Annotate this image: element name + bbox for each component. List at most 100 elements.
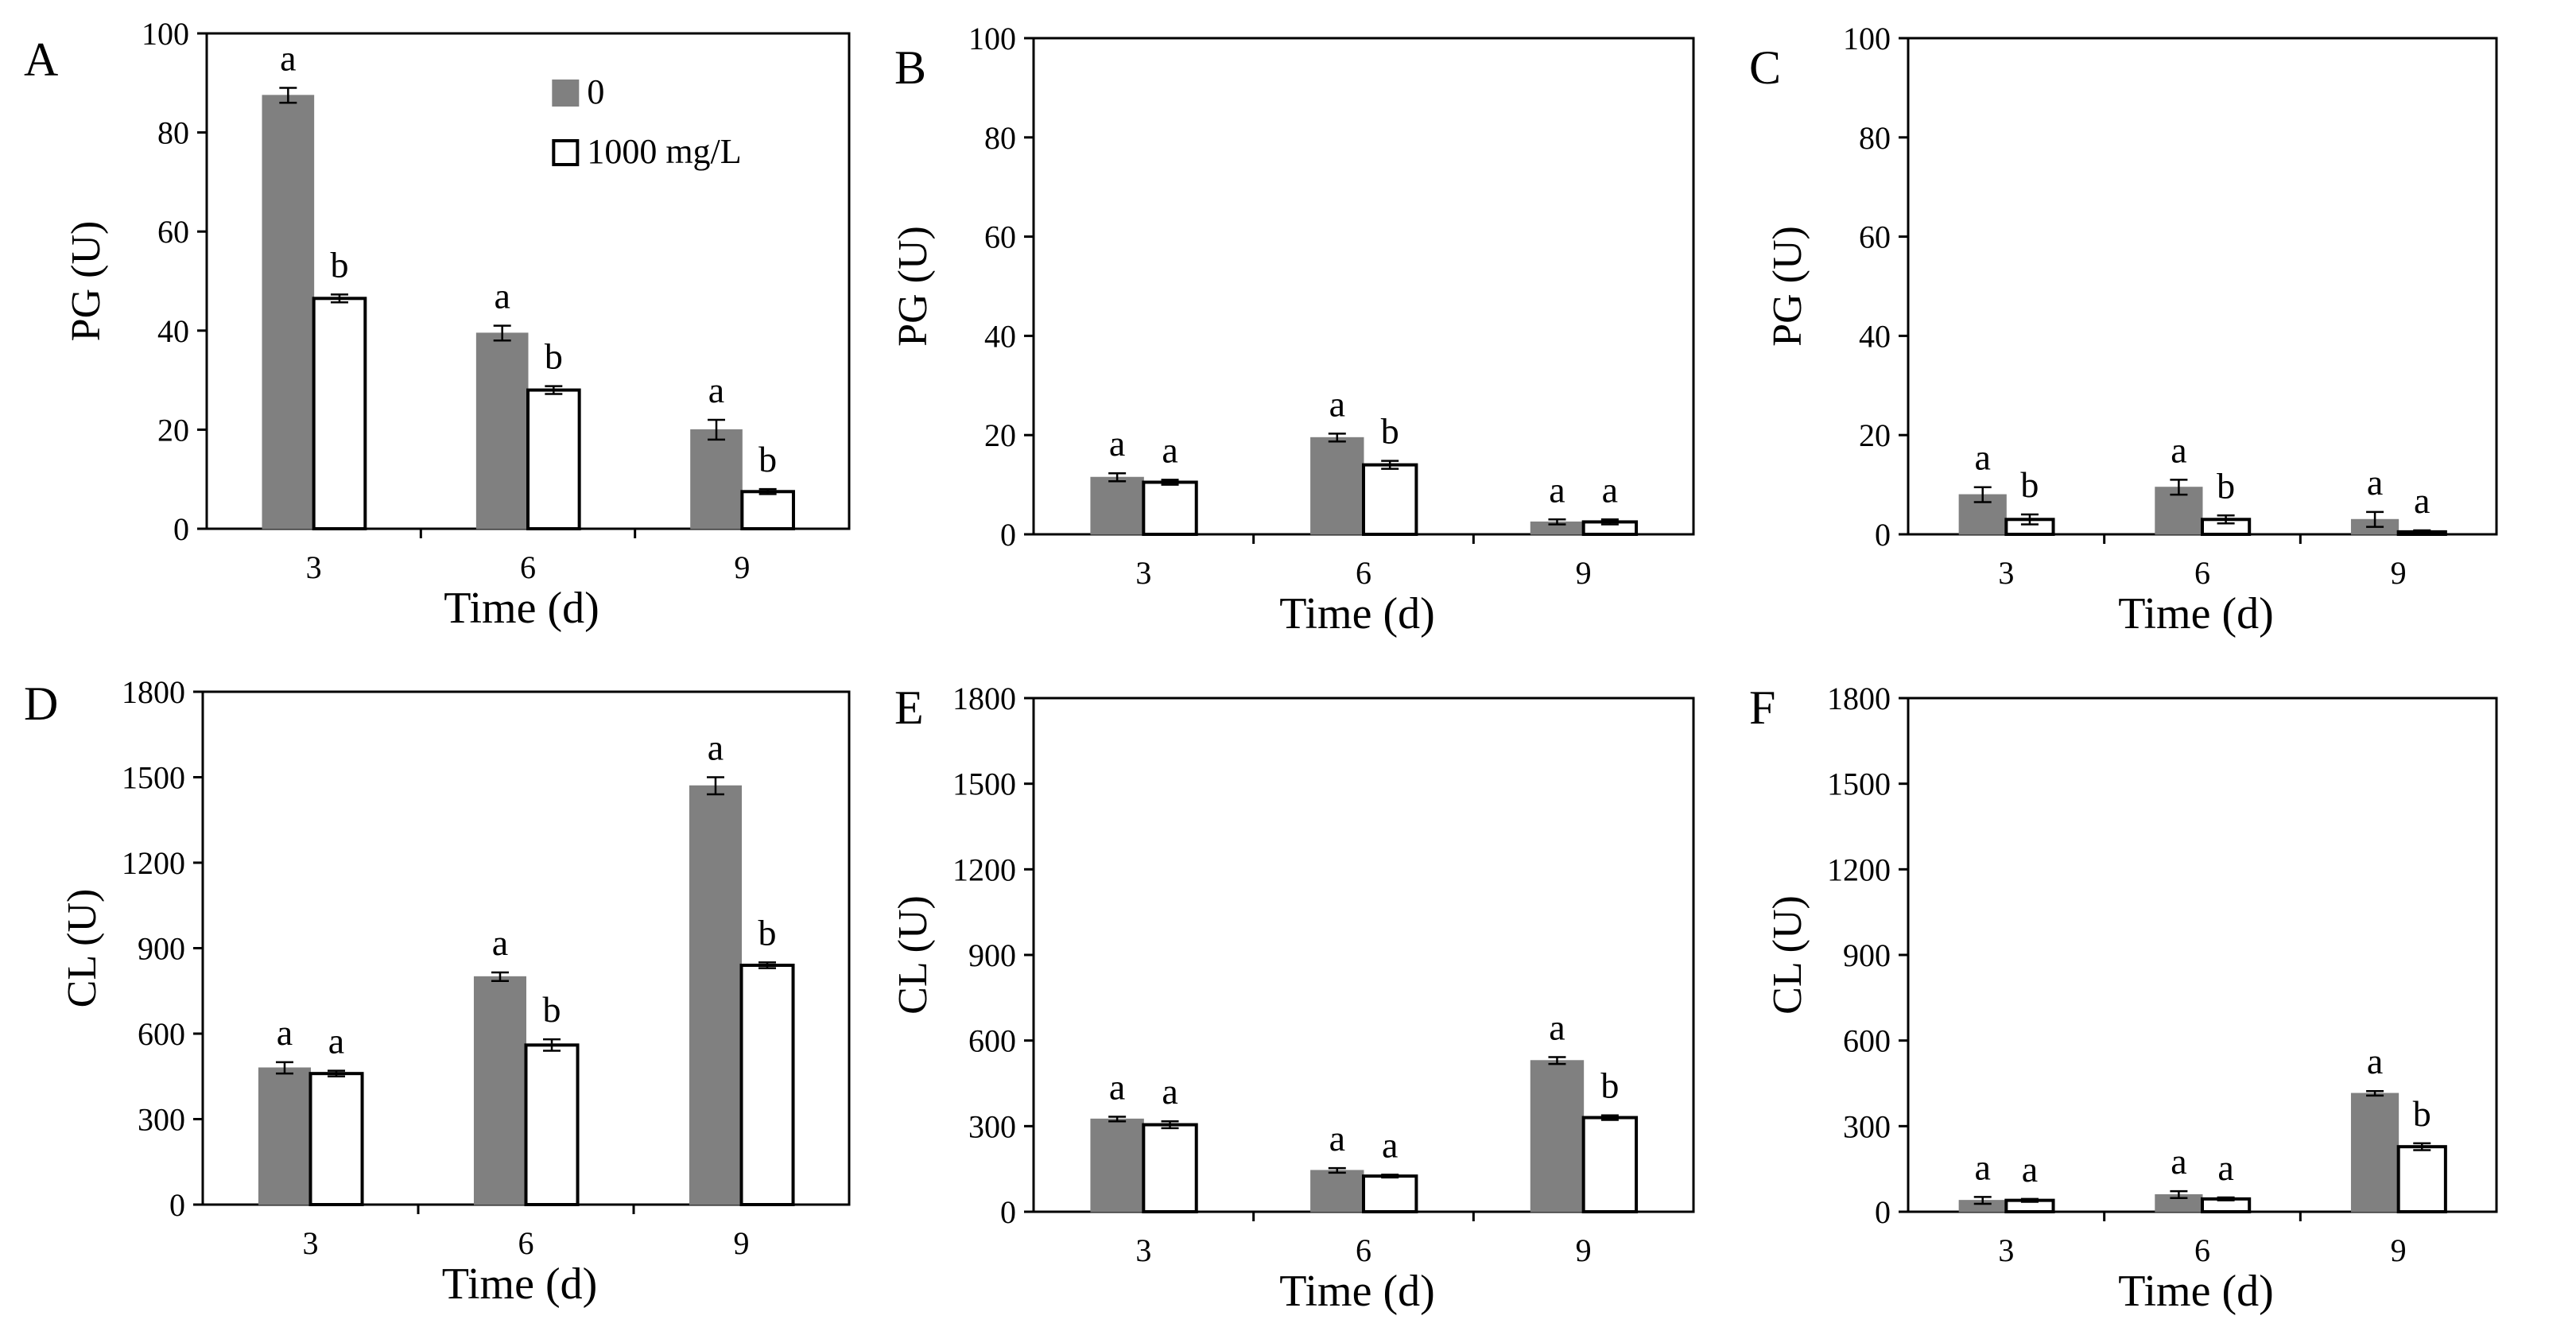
legend-label: 1000 mg/L: [587, 132, 741, 171]
x-tick-label: 9: [2391, 1232, 2407, 1268]
significance-letter: a: [1602, 469, 1618, 510]
significance-letter: a: [1975, 437, 1991, 478]
x-tick-label: 3: [1135, 1232, 1151, 1268]
significance-letter: a: [1109, 423, 1125, 464]
significance-letter: b: [758, 912, 777, 953]
y-tick-label: 80: [157, 115, 189, 151]
y-tick-label: 0: [1000, 517, 1016, 553]
legend: 0 1000 mg/L: [552, 72, 742, 171]
y-tick-label: 0: [1875, 1194, 1891, 1230]
x-tick-label: 6: [2194, 1232, 2210, 1268]
x-tick-label: 3: [306, 549, 322, 585]
bar-control: [1090, 476, 1144, 535]
y-tick-label: 40: [984, 318, 1016, 354]
x-axis-title: Time (d): [442, 1259, 598, 1309]
x-tick-label: 6: [1356, 555, 1371, 591]
panel-letter: D: [24, 677, 58, 730]
y-tick-label: 300: [1843, 1108, 1891, 1144]
bar-treated: [739, 964, 795, 1206]
y-tick-label: 1500: [952, 766, 1016, 802]
bar-control: [262, 95, 315, 530]
y-tick-label: 300: [138, 1102, 185, 1138]
y-tick-label: 1200: [952, 852, 1016, 887]
significance-letter: b: [1381, 411, 1399, 452]
significance-letter: b: [2217, 465, 2235, 506]
y-tick-label: 600: [968, 1023, 1016, 1059]
y-tick-label: 0: [1875, 517, 1891, 553]
y-tick-label: 1500: [1827, 766, 1891, 802]
x-tick-label: 6: [2194, 555, 2210, 591]
y-tick-label: 60: [1859, 219, 1891, 255]
bar-treated: [1362, 463, 1418, 537]
y-tick-label: 100: [142, 16, 189, 52]
y-tick-label: 80: [1859, 120, 1891, 156]
significance-letter: a: [1975, 1147, 1991, 1187]
y-tick-label: 0: [169, 1187, 185, 1223]
significance-letter: a: [2414, 480, 2430, 521]
significance-letter: a: [2367, 462, 2383, 503]
y-axis-title: PG (U): [890, 226, 936, 347]
x-axis-title: Time (d): [1279, 589, 1435, 638]
significance-letter: a: [2367, 1041, 2383, 1081]
bar-control: [258, 1067, 311, 1205]
y-tick-label: 900: [968, 937, 1016, 973]
x-tick-label: 9: [734, 1225, 750, 1261]
significance-letter: b: [2020, 464, 2039, 505]
bar-treated: [1142, 1123, 1198, 1214]
y-axis-title: CL (U): [1765, 895, 1810, 1015]
significance-letter: b: [545, 336, 563, 377]
y-tick-label: 40: [157, 313, 189, 349]
legend-swatch: [552, 80, 580, 107]
x-tick-label: 9: [1576, 1232, 1592, 1268]
bar-control: [689, 785, 743, 1205]
x-tick-label: 3: [1998, 1232, 2014, 1268]
y-tick-label: 20: [984, 417, 1016, 453]
significance-letter: a: [280, 38, 296, 79]
bar-control: [690, 429, 743, 530]
y-tick-label: 1800: [952, 681, 1016, 716]
significance-letter: a: [1162, 429, 1177, 470]
x-tick-label: 3: [1998, 555, 2014, 591]
legend-swatch: [552, 139, 580, 166]
panel-letter: A: [24, 33, 58, 86]
y-tick-label: 40: [1859, 318, 1891, 354]
significance-letter: a: [2171, 429, 2186, 470]
panel-letter: E: [894, 681, 924, 734]
significance-letter: a: [277, 1012, 293, 1053]
plot-frame: [1907, 37, 2498, 536]
x-tick-label: 3: [303, 1225, 319, 1261]
significance-letter: a: [328, 1021, 344, 1061]
bar-treated: [740, 490, 795, 531]
plot-frame: [1907, 697, 2498, 1213]
significance-letter: a: [1549, 1007, 1565, 1047]
y-tick-label: 300: [968, 1108, 1016, 1144]
panel-d: D 0 300 600 900 1200 1500 1800 CL (U) 3 6 9 Time (d)…: [24, 674, 851, 1309]
significance-letter: a: [492, 922, 508, 963]
x-axis-title: Time (d): [444, 584, 599, 633]
significance-letter: a: [494, 276, 510, 316]
x-tick-label: 9: [734, 549, 750, 585]
y-tick-label: 900: [138, 931, 185, 967]
y-axis-title: PG (U): [64, 221, 109, 342]
x-tick-label: 3: [1135, 555, 1151, 591]
y-axis-title: CL (U): [60, 889, 105, 1008]
x-axis-title: Time (d): [2118, 1267, 2274, 1316]
bar-treated: [2396, 1145, 2447, 1214]
y-tick-label: 60: [984, 219, 1016, 255]
bar-treated: [1362, 1174, 1418, 1214]
significance-letter: b: [758, 439, 777, 479]
y-tick-label: 60: [157, 214, 189, 250]
x-tick-label: 9: [1576, 555, 1592, 591]
y-axis-title: CL (U): [890, 895, 936, 1015]
bar-control: [2350, 1092, 2399, 1213]
significance-letter: a: [1162, 1071, 1177, 1112]
y-tick-label: 0: [173, 511, 189, 547]
y-tick-label: 80: [984, 120, 1016, 156]
panel-letter: F: [1749, 681, 1775, 734]
x-tick-label: 9: [2391, 555, 2407, 591]
significance-letter: a: [1382, 1124, 1398, 1165]
significance-letter: a: [1109, 1066, 1125, 1107]
significance-letter: b: [2413, 1093, 2431, 1134]
